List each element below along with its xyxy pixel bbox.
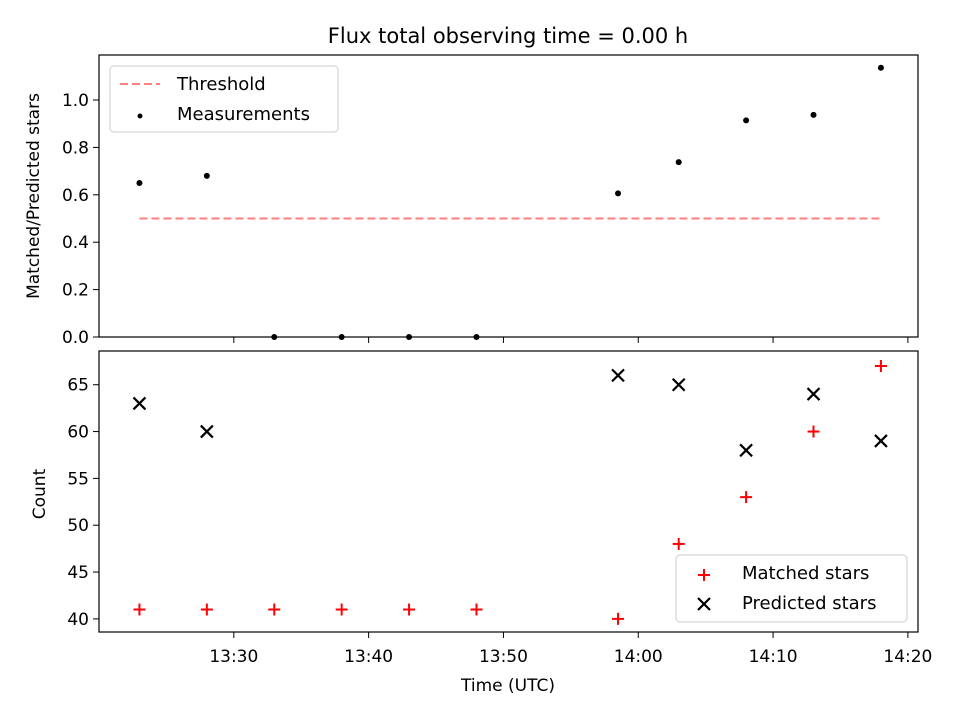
top-y-tick-label: 1.0 (62, 91, 89, 111)
bottom-x-tick-label: 13:30 (209, 647, 258, 667)
matched-star-marker (403, 603, 416, 616)
top-plot-frame (98, 54, 919, 338)
matched-star-marker (612, 612, 625, 625)
top-y-tick-label: 0.8 (62, 138, 89, 158)
bottom-x-tick-label: 14:10 (749, 647, 798, 667)
legend-predicted-marker (697, 597, 711, 611)
top-y-tick-label: 0.2 (62, 281, 89, 301)
matched-star-marker (133, 603, 146, 616)
predicted-star-marker-b (806, 387, 821, 401)
legend-matched-label: Matched stars (742, 563, 869, 584)
measurement-point (743, 117, 750, 124)
top-y-tick-label: 0.4 (62, 233, 89, 253)
legend-threshold-label: Threshold (176, 74, 266, 95)
measurement-point (203, 172, 210, 179)
bottom-plot-area: 40 45 50 55 60 65 13:30 13:40 13:50 14:00 14:10 14:… (67, 350, 932, 667)
top-legend-box (109, 65, 339, 133)
predicted-star-marker-b (611, 368, 625, 383)
matched-star-marker (807, 425, 820, 438)
matched-star-marker (470, 603, 483, 616)
x-axis-label: Time (UTC) (460, 676, 555, 696)
legend-measurements-label: Measurements (177, 104, 310, 125)
matched-star-marker (874, 359, 887, 372)
predicted-star-marker (132, 396, 147, 411)
predicted-star-marker (671, 377, 686, 392)
legend-measurements-marker (137, 113, 143, 119)
bottom-y-tick-label: 50 (67, 516, 89, 536)
bottom-y-tick-label: 65 (67, 376, 89, 396)
measurement-point (675, 159, 682, 166)
legend-matched-marker (698, 569, 710, 581)
matched-star-marker (672, 537, 685, 550)
predicted-star-marker (739, 443, 753, 458)
matched-star-marker (200, 603, 213, 616)
predicted-star-marker (200, 424, 214, 439)
legend-predicted-label: Predicted stars (742, 593, 876, 614)
chart-title: Flux total observing time = 0.00 h (328, 24, 688, 48)
bottom-y-tick-label: 55 (67, 469, 89, 489)
predicted-star-marker (874, 434, 888, 448)
measurement-point (810, 111, 817, 118)
matched-star-marker (335, 603, 348, 616)
bottom-x-tick-label: 14:20 (883, 647, 932, 667)
bottom-y-tick-label: 45 (67, 563, 89, 583)
bottom-plot-frame (98, 350, 919, 633)
bottom-y-tick-label: 40 (67, 610, 89, 630)
top-plot-area: 0.0 0.2 0.4 0.6 0.8 1.0 (62, 54, 919, 348)
bottom-legend-box (675, 554, 908, 623)
bottom-legend: Matched stars Predicted stars (675, 554, 908, 623)
top-legend: Threshold Measurements (109, 65, 339, 133)
predicted-star-marker (611, 368, 625, 383)
measurement-point (615, 190, 622, 197)
predicted-star-marker (806, 387, 821, 401)
matched-star-marker (740, 491, 753, 504)
top-y-tick-label: 0.0 (62, 328, 89, 348)
bottom-y-tick-label: 60 (67, 423, 89, 443)
bottom-x-tick-label: 13:40 (344, 647, 393, 667)
measurement-point (136, 179, 143, 186)
bottom-x-tick-label: 14:00 (614, 647, 663, 667)
top-y-tick-label: 0.6 (62, 186, 89, 206)
predicted-star-marker-b (874, 434, 888, 448)
predicted-star-marker-b (200, 424, 214, 439)
bottom-x-tick-label: 13:50 (479, 647, 528, 667)
measurement-point (877, 64, 884, 71)
bottom-y-axis-label: Count (30, 468, 50, 519)
predicted-star-marker-b (739, 443, 753, 458)
predicted-star-marker-b (132, 396, 147, 411)
matched-star-marker (268, 603, 281, 616)
top-y-axis-label: Matched/Predicted stars (24, 93, 44, 299)
predicted-star-marker-b (671, 377, 686, 392)
